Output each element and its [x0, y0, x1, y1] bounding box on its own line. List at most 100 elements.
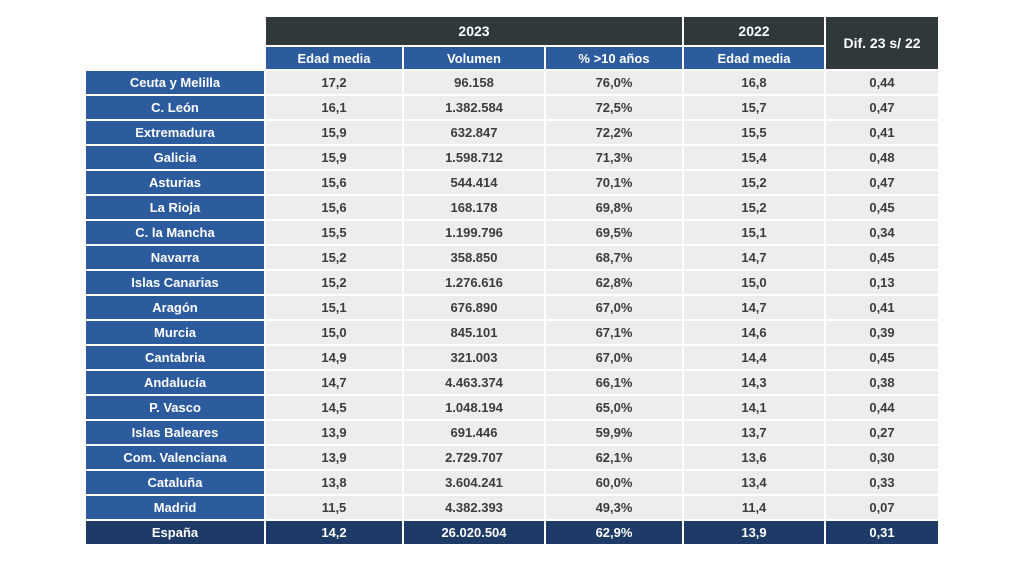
- table-row: Andalucía 14,7 4.463.374 66,1% 14,3 0,38: [86, 371, 938, 394]
- value-cell: 321.003: [404, 346, 544, 369]
- value-cell: 358.850: [404, 246, 544, 269]
- region-label: Com. Valenciana: [86, 446, 264, 469]
- table-row: C. la Mancha 15,5 1.199.796 69,5% 15,1 0,34: [86, 221, 938, 244]
- col-header-volumen: Volumen: [404, 47, 544, 69]
- value-cell: 13,4: [684, 471, 824, 494]
- value-cell: 676.890: [404, 296, 544, 319]
- value-cell: 13,9: [684, 521, 824, 544]
- value-cell: 2.729.707: [404, 446, 544, 469]
- value-cell: 15,2: [684, 171, 824, 194]
- value-cell: 67,0%: [546, 346, 682, 369]
- region-label: Navarra: [86, 246, 264, 269]
- value-cell: 13,9: [266, 421, 402, 444]
- value-cell: 70,1%: [546, 171, 682, 194]
- table-row: Cataluña 13,8 3.604.241 60,0% 13,4 0,33: [86, 471, 938, 494]
- value-cell: 168.178: [404, 196, 544, 219]
- value-cell: 544.414: [404, 171, 544, 194]
- value-cell: 0,33: [826, 471, 938, 494]
- table-row: Galicia 15,9 1.598.712 71,3% 15,4 0,48: [86, 146, 938, 169]
- table-row: P. Vasco 14,5 1.048.194 65,0% 14,1 0,44: [86, 396, 938, 419]
- table-row: Madrid 11,5 4.382.393 49,3% 11,4 0,07: [86, 496, 938, 519]
- value-cell: 11,5: [266, 496, 402, 519]
- year-header-row: 2023 2022 Dif. 23 s/ 22: [86, 17, 938, 69]
- value-cell: 15,1: [266, 296, 402, 319]
- value-cell: 65,0%: [546, 396, 682, 419]
- value-cell: 69,8%: [546, 196, 682, 219]
- value-cell: 15,5: [684, 121, 824, 144]
- table-row: Ceuta y Melilla 17,2 96.158 76,0% 16,8 0,44: [86, 71, 938, 94]
- value-cell: 13,9: [266, 446, 402, 469]
- region-label: Madrid: [86, 496, 264, 519]
- value-cell: 15,7: [684, 96, 824, 119]
- table-row: Islas Canarias 15,2 1.276.616 62,8% 15,0 0,13: [86, 271, 938, 294]
- table-row: C. León 16,1 1.382.584 72,5% 15,7 0,47: [86, 96, 938, 119]
- value-cell: 0,45: [826, 196, 938, 219]
- region-label: Galicia: [86, 146, 264, 169]
- value-cell: 15,6: [266, 196, 402, 219]
- value-cell: 14,9: [266, 346, 402, 369]
- value-cell: 17,2: [266, 71, 402, 94]
- region-label: P. Vasco: [86, 396, 264, 419]
- value-cell: 4.382.393: [404, 496, 544, 519]
- value-cell: 72,5%: [546, 96, 682, 119]
- col-header-pct-over-10-anos: % >10 años: [546, 47, 682, 69]
- region-label: Andalucía: [86, 371, 264, 394]
- region-label: C. la Mancha: [86, 221, 264, 244]
- value-cell: 15,0: [266, 321, 402, 344]
- value-cell: 14,2: [266, 521, 402, 544]
- year-2023-header: 2023: [266, 17, 682, 45]
- region-label: Cataluña: [86, 471, 264, 494]
- value-cell: 14,7: [266, 371, 402, 394]
- table-row-total: España 14,2 26.020.504 62,9% 13,9 0,31: [86, 521, 938, 544]
- table-row: La Rioja 15,6 168.178 69,8% 15,2 0,45: [86, 196, 938, 219]
- value-cell: 14,7: [684, 296, 824, 319]
- value-cell: 0,45: [826, 246, 938, 269]
- value-cell: 691.446: [404, 421, 544, 444]
- value-cell: 14,1: [684, 396, 824, 419]
- value-cell: 72,2%: [546, 121, 682, 144]
- region-label: Ceuta y Melilla: [86, 71, 264, 94]
- year-2022-header: 2022: [684, 17, 824, 45]
- value-cell: 59,9%: [546, 421, 682, 444]
- region-label: La Rioja: [86, 196, 264, 219]
- table-row: Navarra 15,2 358.850 68,7% 14,7 0,45: [86, 246, 938, 269]
- value-cell: 15,2: [266, 271, 402, 294]
- regions-age-table: 2023 2022 Dif. 23 s/ 22 Edad media Volum…: [84, 15, 940, 546]
- value-cell: 60,0%: [546, 471, 682, 494]
- region-label: C. León: [86, 96, 264, 119]
- value-cell: 0,39: [826, 321, 938, 344]
- value-cell: 14,4: [684, 346, 824, 369]
- region-label: Murcia: [86, 321, 264, 344]
- value-cell: 14,7: [684, 246, 824, 269]
- corner-spacer: [86, 17, 264, 45]
- corner-spacer: [86, 47, 264, 69]
- value-cell: 67,1%: [546, 321, 682, 344]
- value-cell: 11,4: [684, 496, 824, 519]
- value-cell: 62,1%: [546, 446, 682, 469]
- value-cell: 0,38: [826, 371, 938, 394]
- value-cell: 15,0: [684, 271, 824, 294]
- value-cell: 1.276.616: [404, 271, 544, 294]
- value-cell: 14,5: [266, 396, 402, 419]
- regions-age-table-container: 2023 2022 Dif. 23 s/ 22 Edad media Volum…: [84, 15, 940, 546]
- value-cell: 0,47: [826, 171, 938, 194]
- value-cell: 67,0%: [546, 296, 682, 319]
- value-cell: 15,6: [266, 171, 402, 194]
- table-row: Com. Valenciana 13,9 2.729.707 62,1% 13,6 0,3…: [86, 446, 938, 469]
- value-cell: 15,9: [266, 146, 402, 169]
- value-cell: 15,5: [266, 221, 402, 244]
- value-cell: 62,8%: [546, 271, 682, 294]
- diff-column-header: Dif. 23 s/ 22: [826, 17, 938, 69]
- value-cell: 13,8: [266, 471, 402, 494]
- value-cell: 14,6: [684, 321, 824, 344]
- value-cell: 3.604.241: [404, 471, 544, 494]
- value-cell: 1.199.796: [404, 221, 544, 244]
- value-cell: 66,1%: [546, 371, 682, 394]
- value-cell: 0,30: [826, 446, 938, 469]
- region-label: Islas Canarias: [86, 271, 264, 294]
- value-cell: 13,7: [684, 421, 824, 444]
- table-row: Asturias 15,6 544.414 70,1% 15,2 0,47: [86, 171, 938, 194]
- value-cell: 0,45: [826, 346, 938, 369]
- sub-header-row: Edad media Volumen % >10 años Edad media: [86, 47, 938, 69]
- value-cell: 16,1: [266, 96, 402, 119]
